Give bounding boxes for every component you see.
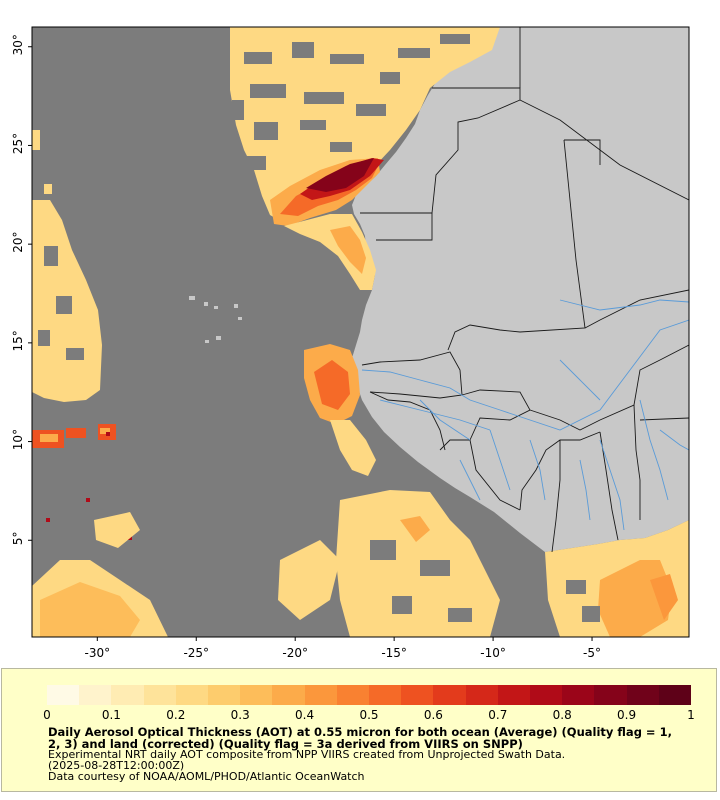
colorbar-segment <box>47 685 80 705</box>
colorbar-segment <box>562 685 595 705</box>
colorbar-segment <box>497 685 531 705</box>
country-borders <box>360 27 689 553</box>
colorbar-segment <box>143 685 176 705</box>
colorbar-segment <box>304 685 337 705</box>
colorbar-tick-label: 0.8 <box>552 708 572 722</box>
colorbar-tick-label: 0.7 <box>488 708 508 722</box>
legend-date-line: (2025-08-28T12:00:00Z) <box>48 759 185 772</box>
africa-land <box>352 27 689 552</box>
plot-frame <box>31 26 690 638</box>
colorbar-segment <box>272 685 305 705</box>
x-tick-label: -10° <box>480 646 506 660</box>
y-tick-label: 20° <box>11 232 25 253</box>
x-axis: -30° -25° -20° -15° -10° -5° <box>84 637 601 660</box>
x-tick-label: -15° <box>381 646 407 660</box>
colorbar <box>47 685 692 705</box>
colorbar-segment <box>175 685 209 705</box>
colorbar-tick-label: 0.5 <box>359 708 379 722</box>
legend-panel: 0 0.1 0.2 0.3 0.4 0.5 0.6 0.7 0.8 0.9 1 Daily Aero… <box>1 668 717 792</box>
colorbar-segment <box>401 685 434 705</box>
x-tick-label: -5° <box>583 646 601 660</box>
colorbar-segment <box>240 685 273 705</box>
y-tick-label: 25° <box>11 133 25 154</box>
colorbar-segment <box>369 685 402 705</box>
colorbar-tick-label: 0.4 <box>295 708 315 722</box>
colorbar-segment <box>433 685 466 705</box>
rivers <box>361 299 689 531</box>
colorbar-tick-label: 0.6 <box>423 708 443 722</box>
x-tick-label: -20° <box>282 646 308 660</box>
y-tick-label: 10° <box>11 429 25 450</box>
aot-layer <box>32 27 689 637</box>
colorbar-tick-label: 0.9 <box>617 708 637 722</box>
colorbar-segment <box>658 685 692 705</box>
colorbar-tick-label: 0.2 <box>166 708 186 722</box>
colorbar-segment <box>530 685 563 705</box>
colorbar-segment <box>594 685 627 705</box>
colorbar-tick-label: 1 <box>687 708 695 722</box>
x-tick-label: -30° <box>84 646 110 660</box>
map-figure: -30° -25° -20° -15° -10° -5° 30° 25° 20° 15° 10° 5… <box>11 26 690 660</box>
map-svg: -30° -25° -20° -15° -10° -5° 30° 25° 20° 15° 10° 5… <box>11 26 690 660</box>
legend-title: Daily Aerosol Optical Thickness (AOT) at… <box>48 725 672 751</box>
legend-source-line: Experimental NRT daily AOT composite fro… <box>48 748 566 761</box>
legend-credit-line: Data courtesy of NOAA/AOML/PHOD/Atlantic… <box>48 770 365 783</box>
y-axis: 30° 25° 20° 15° 10° 5° <box>11 34 32 545</box>
colorbar-segment <box>208 685 241 705</box>
colorbar-segment <box>626 685 659 705</box>
colorbar-segment <box>336 685 370 705</box>
colorbar-tick-label: 0.1 <box>101 708 121 722</box>
colorbar-segment <box>79 685 112 705</box>
colorbar-segment <box>111 685 144 705</box>
y-tick-label: 30° <box>11 34 25 55</box>
y-tick-label: 15° <box>11 330 25 351</box>
y-tick-label: 5° <box>11 531 25 545</box>
cape-verde-islands <box>189 296 242 343</box>
colorbar-tick-label: 0.3 <box>230 708 250 722</box>
colorbar-segment <box>465 685 498 705</box>
colorbar-tick-label: 0 <box>43 708 51 722</box>
x-tick-label: -25° <box>183 646 209 660</box>
